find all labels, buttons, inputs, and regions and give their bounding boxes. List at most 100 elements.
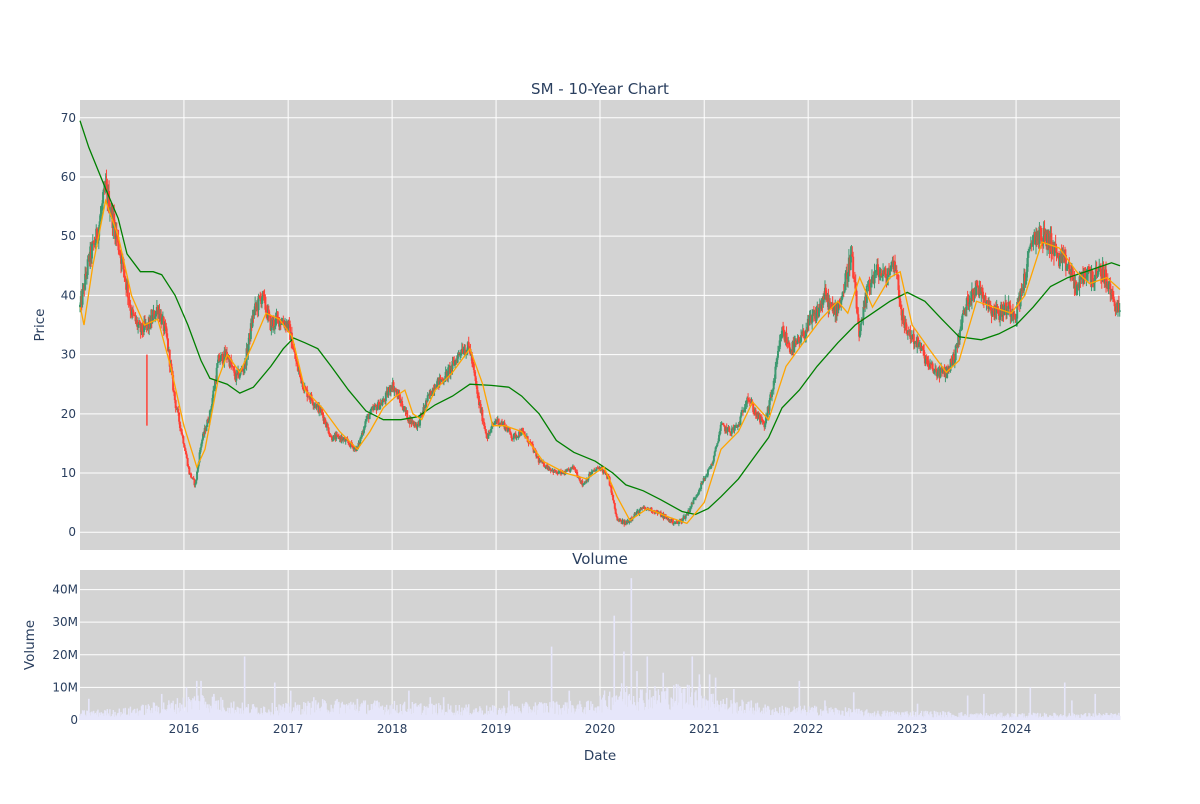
price-candle-body — [342, 439, 345, 441]
volume-bar — [653, 700, 655, 720]
price-candle-body — [949, 359, 952, 371]
volume-bar — [514, 713, 516, 720]
volume-bar — [271, 702, 273, 720]
volume-bar — [1066, 716, 1069, 720]
volume-bar — [164, 709, 167, 720]
volume-bar — [1085, 716, 1088, 720]
price-candle-body — [370, 409, 373, 411]
volume-bar — [847, 711, 849, 720]
volume-bar — [168, 700, 170, 720]
volume-bar — [995, 717, 998, 720]
volume-bar — [902, 712, 905, 720]
volume-bar — [766, 711, 768, 720]
volume-bar — [734, 703, 736, 720]
price-candle-body — [862, 307, 865, 320]
volume-bar — [768, 709, 771, 720]
volume-bar — [399, 704, 402, 720]
volume-bar — [598, 710, 601, 720]
volume-bar — [935, 711, 937, 720]
volume-bar — [728, 707, 730, 720]
volume-bar — [484, 713, 486, 720]
price-candle-body — [460, 353, 463, 355]
volume-bar — [220, 697, 222, 720]
volume-bar — [473, 712, 476, 720]
volume-bar — [462, 715, 464, 720]
volume-bar — [675, 683, 678, 720]
price-candle-body — [124, 276, 127, 281]
volume-bar — [178, 712, 180, 720]
volume-bar — [117, 712, 120, 720]
volume-bar — [1032, 712, 1035, 720]
price-candle-body — [196, 471, 199, 480]
price-candle-body — [811, 315, 814, 323]
price-candle-body — [917, 343, 920, 347]
volume-bar — [367, 704, 369, 720]
volume-bar — [378, 702, 380, 720]
price-candle-body — [965, 298, 968, 310]
volume-bar — [738, 706, 741, 720]
price-candle-body — [975, 282, 978, 296]
price-candle-body — [484, 429, 487, 434]
volume-bar — [390, 713, 392, 720]
volume-bar — [648, 699, 650, 720]
volume-y-tick-label: 20M — [52, 648, 78, 662]
volume-bar — [933, 710, 936, 720]
volume-bar — [369, 710, 372, 720]
volume-bar — [158, 714, 161, 720]
volume-bar — [747, 702, 749, 720]
price-y-tick-label: 50 — [61, 229, 76, 243]
volume-bar — [333, 704, 336, 720]
volume-bar — [414, 703, 416, 720]
volume-bar — [1074, 717, 1076, 720]
price-candle-body — [398, 393, 401, 399]
volume-bar — [775, 711, 777, 720]
volume-bar — [407, 708, 409, 720]
price-candle-body — [468, 346, 471, 349]
volume-bar — [1009, 716, 1012, 720]
price-candle-body — [719, 424, 722, 431]
volume-bar — [1112, 713, 1114, 720]
price-candle-body — [655, 510, 658, 512]
volume-bar — [385, 712, 387, 720]
volume-bar — [785, 709, 788, 720]
volume-bar — [678, 702, 680, 720]
volume-bar — [519, 710, 521, 720]
volume-bar — [625, 692, 627, 720]
volume-bar — [1006, 714, 1008, 720]
volume-bar — [778, 707, 781, 720]
price-candle-body — [595, 469, 598, 471]
volume-bar — [664, 699, 666, 720]
volume-bar — [636, 671, 638, 720]
volume-bar — [162, 709, 164, 720]
price-candle-body — [295, 358, 298, 362]
volume-bar — [249, 712, 251, 720]
volume-bar — [253, 706, 255, 720]
volume-bar — [300, 714, 302, 720]
volume-bar — [206, 704, 208, 720]
volume-bar — [666, 687, 668, 720]
volume-bar — [665, 690, 667, 720]
price-candle-body — [733, 427, 736, 431]
volume-bar — [459, 715, 461, 720]
price-candle-body — [512, 438, 515, 440]
price-candle-body — [717, 441, 720, 444]
volume-bar — [972, 714, 974, 720]
volume-bar — [1110, 712, 1112, 720]
volume-bar — [581, 712, 584, 720]
volume-bar — [1065, 716, 1067, 720]
volume-bar — [314, 712, 316, 720]
price-candle-body — [776, 351, 779, 358]
price-candle-body — [1109, 283, 1112, 295]
volume-bar — [558, 704, 560, 720]
price-candle-body — [802, 330, 805, 336]
price-candle-body — [537, 458, 540, 463]
volume-bar — [221, 711, 223, 720]
volume-bar — [1066, 717, 1068, 720]
volume-bar — [727, 709, 730, 720]
price-candle-body — [193, 479, 196, 486]
price-candle-body — [786, 342, 789, 344]
volume-bar — [361, 702, 363, 720]
volume-bar — [150, 713, 152, 720]
volume-bar — [868, 716, 871, 720]
volume-bar — [280, 709, 283, 720]
